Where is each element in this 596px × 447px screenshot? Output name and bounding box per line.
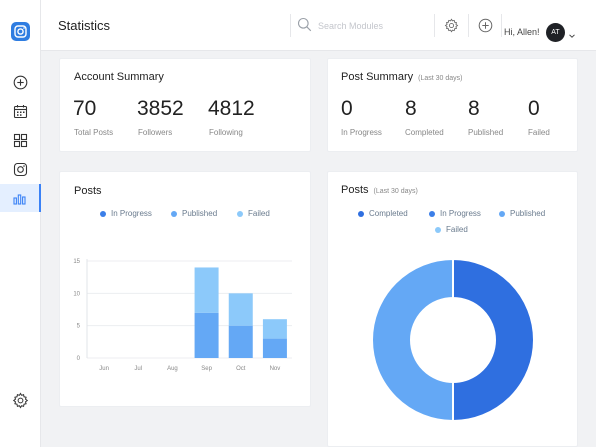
- in-progress-value: 0: [341, 97, 353, 120]
- legend-dot-published: [171, 210, 177, 217]
- sidebar-item-statistics[interactable]: [0, 184, 41, 212]
- legend-dot-published: [499, 210, 505, 217]
- x-tick-label: Aug: [167, 366, 178, 372]
- sidebar-item-create[interactable]: [0, 68, 41, 96]
- legend-label-in-progress: In Progress: [440, 209, 481, 218]
- x-tick-label: Sep: [201, 366, 212, 372]
- failed-value: 0: [528, 97, 540, 120]
- legend-item-completed: Completed: [358, 209, 408, 218]
- x-tick-label: Jun: [99, 366, 109, 372]
- posts-donut-subtitle: (Last 30 days): [373, 188, 418, 195]
- y-tick-label: 5: [77, 324, 81, 330]
- sidebar-item-calendar[interactable]: [0, 97, 41, 125]
- following-value: 4812: [208, 97, 255, 120]
- legend-item-published: Published: [171, 209, 217, 218]
- donut-slice-published[interactable]: [371, 257, 454, 423]
- settings-button[interactable]: [434, 14, 468, 37]
- posts-donut-chart: [371, 257, 535, 423]
- published-value: 8: [468, 97, 480, 120]
- account-summary-card: Account Summary 70 Total Posts 3852 Foll…: [59, 58, 311, 152]
- legend-label-failed: Failed: [248, 209, 270, 218]
- instagram-logo-icon[interactable]: [11, 22, 30, 41]
- legend-label-published: Published: [182, 209, 218, 218]
- legend-dot-in-progress: [100, 210, 106, 217]
- completed-label: Completed: [405, 128, 444, 137]
- grid-icon: [13, 133, 28, 147]
- calendar-icon: [13, 104, 28, 118]
- sidebar-settings[interactable]: [0, 386, 41, 414]
- bar-failed-oct[interactable]: [228, 293, 253, 326]
- completed-value: 8: [405, 97, 417, 120]
- plus-circle-icon: [478, 18, 492, 33]
- bar-chart-icon: [13, 193, 26, 205]
- gear-icon: [12, 392, 29, 408]
- legend-item-in-progress: In Progress: [100, 209, 152, 218]
- posts-donut-card: Posts (Last 30 days) Completed In Progres…: [327, 171, 578, 447]
- donut-slice-completed[interactable]: [452, 257, 535, 423]
- legend-label-published: Published: [510, 209, 546, 218]
- followers-value: 3852: [137, 97, 184, 120]
- legend-dot-failed: [237, 210, 243, 217]
- bar-published-sep[interactable]: [194, 312, 219, 358]
- y-tick-label: 15: [73, 259, 80, 265]
- bar-published-oct[interactable]: [228, 325, 253, 358]
- gear-icon: [444, 18, 459, 33]
- legend-dot-completed: [358, 210, 364, 217]
- user-greeting: Hi, Allen!: [504, 27, 540, 37]
- following-label: Following: [209, 128, 243, 137]
- legend-label-completed: Completed: [369, 209, 408, 218]
- post-summary-card: Post Summary (Last 30 days) 0 In Progress…: [327, 58, 578, 152]
- page-title: Statistics: [58, 18, 111, 33]
- total-posts-value: 70: [73, 97, 97, 120]
- y-tick-label: 0: [77, 356, 81, 362]
- legend-item-published: Published: [499, 209, 545, 218]
- search-box[interactable]: [290, 14, 434, 37]
- x-tick-label: Nov: [270, 366, 281, 372]
- post-summary-title-row: Post Summary (Last 30 days): [341, 71, 463, 83]
- x-tick-label: Jul: [134, 366, 142, 372]
- posts-bar-card: Posts In Progress Published Failed 0 5 10 1…: [59, 171, 311, 407]
- posts-donut-title: Posts: [341, 184, 369, 196]
- in-progress-label: In Progress: [341, 128, 382, 137]
- add-button[interactable]: [468, 14, 502, 37]
- legend-item-failed: Failed: [237, 209, 270, 218]
- posts-bar-title: Posts: [74, 185, 102, 197]
- published-label: Published: [468, 128, 504, 137]
- legend-dot-in-progress: [429, 210, 435, 217]
- x-tick-label: Oct: [236, 366, 246, 372]
- sidebar: [0, 0, 41, 447]
- sidebar-item-instagram[interactable]: [0, 155, 41, 183]
- legend-item-failed: Failed: [435, 225, 468, 234]
- legend-label-failed: Failed: [446, 225, 468, 234]
- plus-circle-icon: [13, 75, 28, 89]
- total-posts-label: Total Posts: [74, 128, 114, 137]
- avatar[interactable]: AT: [546, 23, 565, 42]
- search-input[interactable]: [318, 18, 428, 34]
- post-summary-title: Post Summary: [341, 71, 414, 83]
- bar-failed-nov[interactable]: [262, 319, 287, 339]
- bar-published-nov[interactable]: [262, 338, 287, 358]
- bar-failed-sep[interactable]: [194, 267, 219, 313]
- sidebar-item-grid[interactable]: [0, 126, 41, 154]
- failed-label: Failed: [528, 128, 550, 137]
- chevron-down-icon[interactable]: [568, 27, 576, 45]
- search-icon: [297, 17, 312, 37]
- account-summary-title: Account Summary: [74, 71, 164, 83]
- y-tick-label: 10: [73, 291, 80, 297]
- legend-label-in-progress: In Progress: [111, 209, 152, 218]
- posts-donut-title-row: Posts (Last 30 days): [341, 184, 418, 196]
- top-bar: Statistics Hi, Allen! AT: [41, 0, 596, 51]
- legend-item-in-progress: In Progress: [429, 209, 481, 218]
- posts-bar-chart: 0 5 10 15 Jun Jul Aug Sep Oct Nov: [73, 259, 292, 372]
- post-summary-subtitle: (Last 30 days): [418, 75, 463, 82]
- instagram-icon: [13, 162, 28, 176]
- legend-dot-failed: [435, 226, 441, 233]
- followers-label: Followers: [138, 128, 173, 137]
